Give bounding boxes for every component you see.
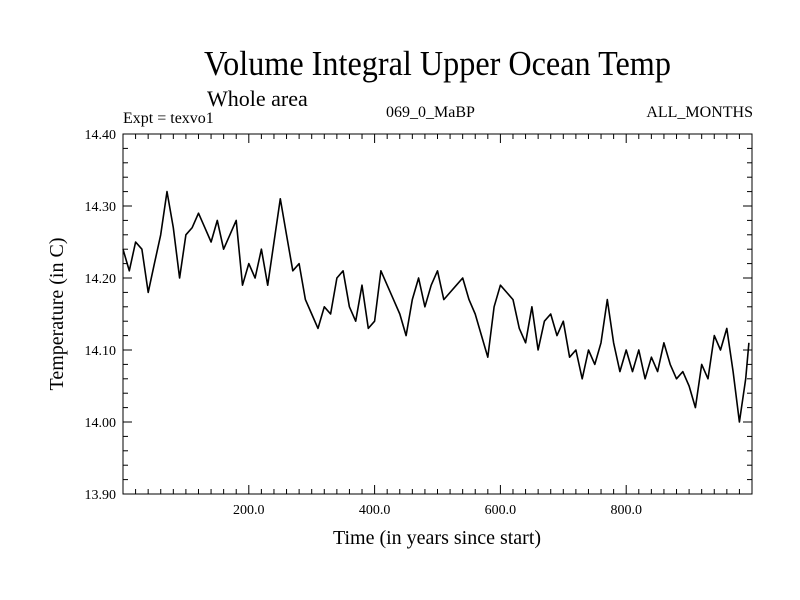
y-tick-label: 14.20	[85, 272, 117, 287]
axis-ticks	[123, 134, 752, 494]
x-tick-label: 400.0	[359, 503, 391, 518]
chart-subtitle: Whole area	[207, 86, 308, 111]
plot-frame	[122, 133, 753, 495]
x-axis-title: Time (in years since start)	[333, 527, 541, 549]
y-tick-label: 14.40	[85, 128, 117, 143]
x-tick-label: 600.0	[485, 503, 517, 518]
y-tick-label: 14.30	[85, 200, 117, 215]
experiment-label: Expt = texvo1	[123, 110, 214, 127]
period-label: ALL_MONTHS	[646, 104, 753, 121]
y-tick-label: 14.10	[85, 344, 117, 359]
x-tick-label: 200.0	[233, 503, 265, 518]
chart-title: Volume Integral Upper Ocean Temp	[204, 44, 671, 83]
run-label: 069_0_MaBP	[386, 104, 475, 121]
y-axis-title: Temperature (in C)	[46, 238, 68, 391]
y-tick-label: 14.00	[85, 416, 117, 431]
x-tick-label: 800.0	[610, 503, 642, 518]
series-line	[122, 190, 750, 423]
tick-labels: 200.0 400.0 600.0 800.0 13.90 14.00 14.10 14.20…	[85, 128, 642, 518]
y-tick-label: 13.90	[85, 488, 117, 503]
